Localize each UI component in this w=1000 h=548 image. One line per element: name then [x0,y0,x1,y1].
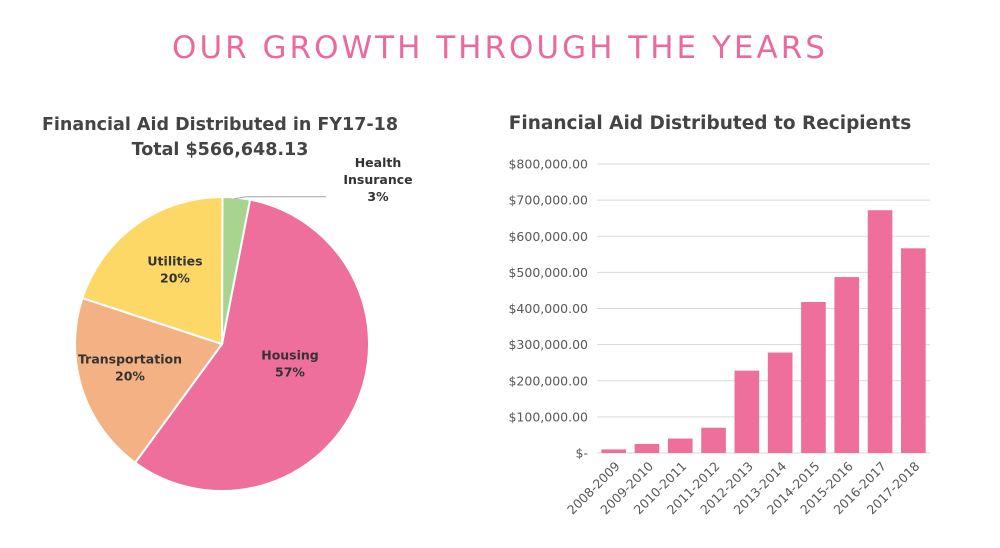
bar-2012-2013 [734,370,760,453]
bar-y-tick-label: $500,000.00 [508,265,588,280]
pie-slice-transportation [74,296,224,465]
pie-chart-title-block: Financial Aid Distributed in FY17-18 Tot… [20,113,420,163]
bar-2011-2012 [701,427,726,453]
bar-y-tick-label: $700,000.00 [508,193,588,208]
bar-2013-2014 [767,352,793,453]
bar-y-tick-label: $100,000.00 [508,409,588,424]
bar-y-axis: $- $100,000.00 $200,000.00 $300,000.00 $400,… [508,157,588,461]
pie-leader-line-health-insurance [234,196,326,200]
bar-y-tick-label: $200,000.00 [508,373,588,388]
bar-y-tick-label: $400,000.00 [508,301,588,316]
pie-slice-utilities [81,196,224,346]
bar-2014-2015 [801,301,826,453]
bar-2017-2018 [901,248,926,453]
pie-slices [74,195,370,492]
pie-label-health-insurance: Health Insurance 3% [343,155,412,204]
pie-labels: Housing 57% Transportation 20% Utilities 20% H… [78,155,413,384]
bar-y-tick-label: $800,000.00 [508,157,588,172]
bar-y-tick-label: $300,000.00 [508,337,588,352]
bar-x-axis: 2008-20092009-20102010-20112011-20122012… [564,458,923,517]
pie-chart: Housing 57% Transportation 20% Utilities 20% H… [74,155,413,492]
bar-2010-2011 [667,438,693,453]
bar-series [601,210,926,453]
bar-2015-2016 [834,277,860,453]
bar-2008-2009 [601,449,626,453]
bar-chart-title: Financial Aid Distributed to Recipients [508,113,912,134]
pie-chart-title: Financial Aid Distributed in FY17-18 [41,115,399,135]
pie-slice-housing [133,198,370,492]
bar-y-tick-label: $600,000.00 [508,229,588,244]
pie-label-transportation: Transportation 20% [78,352,182,384]
bar-2016-2017 [867,210,893,453]
pie-label-utilities: Utilities 20% [147,254,202,286]
bar-2009-2010 [634,443,660,453]
pie-label-housing: Housing 57% [261,348,319,380]
pie-chart-subtitle: Total $566,648.13 [131,140,309,160]
bar-y-tick-label: $- [576,446,588,461]
page-title: OUR GROWTH THROUGH THE YEARS [172,30,828,66]
pie-slice-health-insurance [221,195,252,345]
